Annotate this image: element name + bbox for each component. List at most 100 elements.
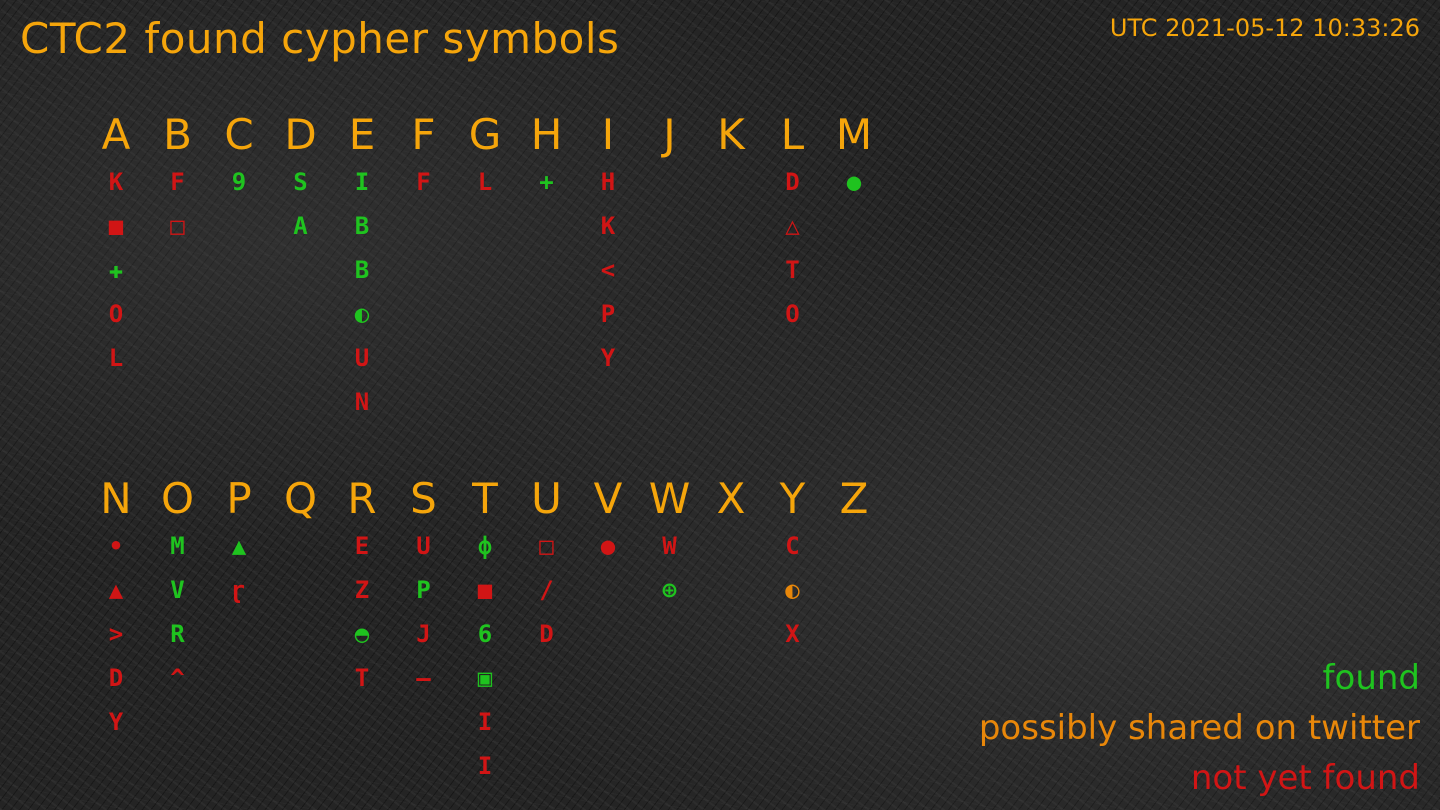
cypher-symbol-not-found: ^ bbox=[170, 664, 185, 692]
cypher-symbol-not-found: F bbox=[416, 168, 431, 196]
alphabet-letter: O bbox=[160, 474, 195, 523]
cypher-symbol-not-found: H bbox=[600, 168, 616, 196]
cypher-symbol-found: B bbox=[354, 212, 370, 240]
cypher-symbol-not-found: I bbox=[477, 752, 493, 780]
cypher-symbol-not-found: D bbox=[785, 168, 800, 196]
cypher-symbol-not-found: U bbox=[354, 344, 370, 372]
alphabet-letter: U bbox=[531, 474, 562, 523]
alphabet-letter: I bbox=[601, 110, 615, 159]
cypher-symbol-found: ● bbox=[846, 168, 862, 196]
letter-column-q: Q bbox=[271, 474, 331, 524]
cypher-symbol-not-found: K bbox=[600, 212, 616, 240]
alphabet-letter: M bbox=[835, 110, 873, 159]
cypher-symbol-not-found: W bbox=[662, 532, 677, 560]
letter-column-j: J bbox=[640, 110, 700, 160]
cypher-symbol-found: + bbox=[539, 168, 554, 196]
cypher-symbol-not-found: □ bbox=[170, 212, 185, 240]
alphabet-letter: L bbox=[780, 110, 805, 159]
cypher-symbol-not-found: D bbox=[539, 620, 554, 648]
letter-column-h: H + bbox=[517, 110, 577, 204]
cypher-symbol-not-found: ▲ bbox=[108, 576, 124, 604]
alphabet-letter: K bbox=[717, 110, 745, 159]
letter-column-k: K bbox=[701, 110, 761, 160]
letter-column-m: M ● bbox=[824, 110, 884, 204]
cypher-symbol-found: P bbox=[416, 576, 431, 604]
cypher-symbol-not-found: △ bbox=[785, 212, 800, 240]
cypher-symbol-not-found: • bbox=[108, 532, 124, 560]
cypher-symbol-not-found: L bbox=[477, 168, 493, 196]
letter-column-n: N • ▲ > D Y bbox=[86, 474, 146, 744]
letter-column-l: L D △ T O bbox=[763, 110, 823, 336]
letter-column-r: R E Z ◓ T bbox=[332, 474, 392, 700]
cypher-symbol-not-found: □ bbox=[539, 532, 554, 560]
legend-not-yet-found: not yet found bbox=[1190, 758, 1420, 798]
cypher-symbol-not-found: T bbox=[354, 664, 370, 692]
legend-found: found bbox=[1322, 658, 1420, 698]
alphabet-letter: R bbox=[347, 474, 377, 523]
cypher-symbol-found: 9 bbox=[231, 168, 247, 196]
letter-column-o: O M V R ^ bbox=[148, 474, 208, 700]
cypher-symbol-found: 6 bbox=[477, 620, 493, 648]
page-title: CTC2 found cypher symbols bbox=[20, 14, 620, 63]
alphabet-letter: W bbox=[648, 474, 691, 523]
cypher-symbol-not-found: O bbox=[108, 300, 124, 328]
cypher-symbol-found: ▲ bbox=[231, 532, 247, 560]
cypher-symbol-not-found: E bbox=[354, 532, 370, 560]
cypher-symbol-not-found: D bbox=[108, 664, 124, 692]
alphabet-letter: J bbox=[663, 110, 676, 159]
letter-column-z: Z bbox=[824, 474, 884, 524]
alphabet-letter: F bbox=[411, 110, 436, 159]
cypher-symbol-not-found: ● bbox=[600, 532, 616, 560]
cypher-symbol-found: M bbox=[170, 532, 185, 560]
cypher-symbol-found: ✚ bbox=[108, 256, 124, 284]
cypher-symbol-found: ◐ bbox=[354, 300, 370, 328]
letter-column-u: U □ / D bbox=[517, 474, 577, 656]
cypher-symbol-found: I bbox=[354, 168, 370, 196]
alphabet-letter: S bbox=[410, 474, 437, 523]
cypher-symbol-not-found: > bbox=[108, 620, 124, 648]
cypher-symbol-not-found: F bbox=[170, 168, 185, 196]
alphabet-letter: Y bbox=[779, 474, 806, 523]
cypher-symbol-not-found: Y bbox=[600, 344, 616, 372]
cypher-symbol-not-found: Z bbox=[354, 576, 370, 604]
cypher-symbol-not-found: K bbox=[108, 168, 124, 196]
cypher-symbol-not-found: ■ bbox=[108, 212, 124, 240]
alphabet-letter: P bbox=[226, 474, 252, 523]
letter-column-v: V ● bbox=[578, 474, 638, 568]
letter-column-i: I H K < P Y bbox=[578, 110, 638, 380]
cypher-symbol-found: ◓ bbox=[354, 620, 370, 648]
cypher-symbol-found: S bbox=[293, 168, 308, 196]
alphabet-letter: X bbox=[716, 474, 746, 523]
alphabet-letter: N bbox=[100, 474, 132, 523]
alphabet-letter: B bbox=[163, 110, 192, 159]
cypher-symbol-not-found: / bbox=[539, 576, 554, 604]
alphabet-letter: T bbox=[472, 474, 498, 523]
cypher-symbol-not-found: C bbox=[785, 532, 800, 560]
cypher-symbol-not-found: – bbox=[416, 664, 431, 692]
cypher-symbol-not-found: < bbox=[600, 256, 616, 284]
legend-possibly-shared: possibly shared on twitter bbox=[978, 708, 1420, 748]
cypher-symbol-not-found: ɽ bbox=[231, 576, 247, 604]
cypher-symbol-not-found: L bbox=[108, 344, 124, 372]
cypher-symbol-not-found: I bbox=[477, 708, 493, 736]
letter-column-b: B F □ bbox=[148, 110, 208, 248]
cypher-symbol-not-found: P bbox=[600, 300, 616, 328]
cypher-symbol-possible: ◐ bbox=[785, 576, 800, 604]
cypher-symbol-found: A bbox=[293, 212, 308, 240]
timestamp: UTC 2021-05-12 10:33:26 bbox=[1109, 14, 1420, 42]
letter-column-w: W W ⊕ bbox=[640, 474, 700, 612]
alphabet-letter: V bbox=[593, 474, 623, 523]
alphabet-letter: G bbox=[468, 110, 502, 159]
letter-column-y: Y C ◐ X bbox=[763, 474, 823, 656]
letter-column-s: S U P J – bbox=[394, 474, 454, 700]
letter-column-e: E I B B ◐ U N bbox=[332, 110, 392, 424]
cypher-symbol-not-found: Y bbox=[108, 708, 124, 736]
letter-column-p: P ▲ ɽ bbox=[209, 474, 269, 612]
cypher-symbol-not-found: T bbox=[785, 256, 800, 284]
cypher-symbol-found: R bbox=[170, 620, 185, 648]
